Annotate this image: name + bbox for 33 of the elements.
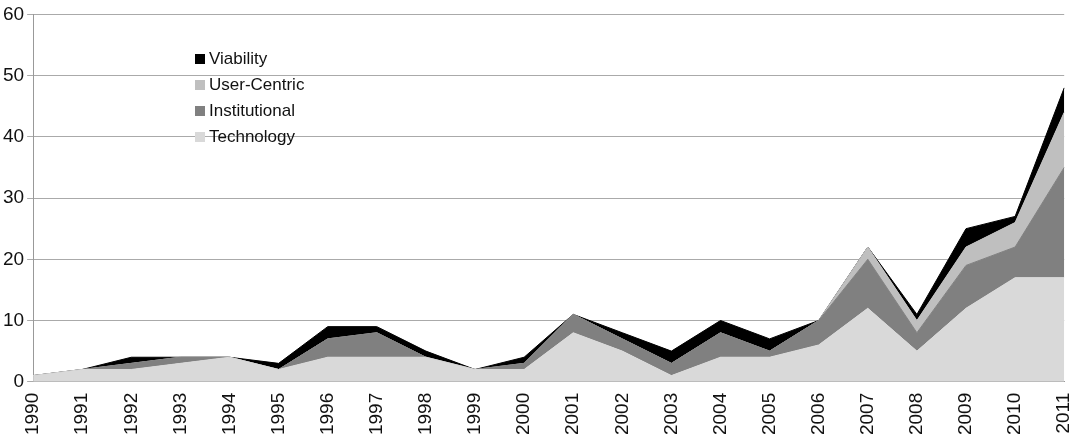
x-tick-label: 2008 [905, 392, 927, 436]
x-tick-label: 2009 [954, 392, 976, 436]
legend-label: User-Centric [209, 74, 305, 96]
x-tick-label: 1990 [21, 392, 43, 436]
y-tick-label: 40 [2, 125, 25, 147]
x-tick-label: 1996 [315, 392, 337, 436]
x-tick-label: 2000 [512, 392, 534, 436]
legend-label: Institutional [209, 100, 295, 122]
x-tick-label: 2002 [610, 392, 632, 436]
x-tick-label: 2003 [659, 392, 681, 436]
x-tick-label: 1992 [119, 392, 141, 436]
y-tick-label: 30 [2, 186, 25, 208]
x-tick-label: 1991 [70, 392, 92, 436]
x-tick-label: 2001 [561, 392, 583, 436]
x-tick-label: 1999 [463, 392, 485, 436]
x-tick-label: 1998 [414, 392, 436, 436]
legend-label: Technology [209, 126, 296, 148]
x-tick-label: 2010 [1003, 392, 1025, 436]
x-tick-label: 1995 [266, 392, 288, 436]
y-tick-label: 0 [13, 369, 25, 391]
y-tick-label: 20 [2, 247, 25, 269]
x-tick-label: 2007 [856, 392, 878, 436]
x-tick-label: 1997 [365, 392, 387, 436]
x-tick-label: 2005 [757, 392, 779, 436]
x-tick-label: 1994 [217, 392, 239, 436]
y-tick-label: 50 [2, 63, 25, 85]
y-tick-label: 60 [2, 2, 25, 24]
x-tick-label: 2004 [708, 392, 730, 436]
legend-label: Viability [209, 48, 268, 70]
y-tick-label: 10 [2, 308, 25, 330]
x-tick-label: 2006 [806, 392, 828, 436]
x-tick-label: 2011 [1052, 392, 1074, 434]
x-tick-label: 1993 [168, 392, 190, 436]
